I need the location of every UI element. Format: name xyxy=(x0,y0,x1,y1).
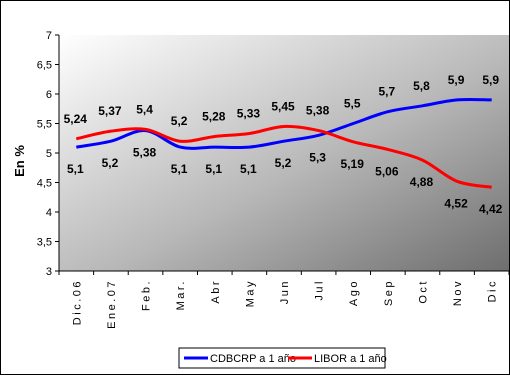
x-tick-label: Nov xyxy=(452,279,464,306)
x-tick-label: Feb. xyxy=(141,279,153,311)
data-label: 5,2 xyxy=(171,114,188,128)
y-tick-label: 5 xyxy=(46,148,52,160)
legend: CDBCRP a 1 año LIBOR a 1 año xyxy=(178,347,387,369)
data-label: 4,88 xyxy=(410,175,434,189)
y-tick-label: 3 xyxy=(46,266,52,278)
y-axis-title: En % xyxy=(12,145,27,177)
x-tick-label: Jun xyxy=(279,279,291,304)
data-label: 5,38 xyxy=(306,104,330,118)
y-tick-label: 6,5 xyxy=(37,60,52,72)
x-tick-label: Ene.07 xyxy=(106,279,118,329)
legend-label-libor: LIBOR a 1 año xyxy=(314,353,387,365)
x-tick-label: Dic.06 xyxy=(71,279,83,325)
data-label: 5,33 xyxy=(237,107,261,121)
plot-area xyxy=(59,35,509,271)
y-tick-label: 3,5 xyxy=(37,237,52,249)
data-label: 5,19 xyxy=(341,157,365,171)
data-label: 5,06 xyxy=(375,164,399,178)
data-label: 4,52 xyxy=(444,196,468,210)
data-label: 5,24 xyxy=(64,112,88,126)
data-label: 5,8 xyxy=(413,79,430,93)
series-line-libor xyxy=(75,124,492,189)
data-label: 5,5 xyxy=(344,97,361,111)
x-tick-label: Jul xyxy=(314,279,326,301)
data-label: 5,3 xyxy=(309,150,326,164)
legend-label-cdbcrp: CDBCRP a 1 año xyxy=(210,353,296,365)
y-tick-label: 4 xyxy=(46,207,52,219)
data-label: 5,1 xyxy=(205,162,222,176)
y-tick-label: 6 xyxy=(46,89,52,101)
y-tick-label: 5,5 xyxy=(37,119,52,131)
data-label: 4,42 xyxy=(479,202,503,216)
x-tick-label: Ago xyxy=(348,279,360,306)
data-label: 5,7 xyxy=(379,85,396,99)
data-label: 5,2 xyxy=(275,156,292,170)
data-label: 5,37 xyxy=(98,104,122,118)
data-label: 5,9 xyxy=(448,73,465,87)
data-label: 5,1 xyxy=(171,162,188,176)
x-tick-label: Mar. xyxy=(175,279,187,310)
y-tick-label: 4,5 xyxy=(37,178,52,190)
x-tick-label: Abr xyxy=(210,279,222,304)
x-tick-label: May xyxy=(244,279,256,307)
data-label: 5,4 xyxy=(136,102,153,116)
x-tick-label: Dic xyxy=(487,279,499,302)
legend-box xyxy=(178,347,386,369)
x-tick-label: Oct xyxy=(417,279,429,304)
data-label: 5,1 xyxy=(240,162,257,176)
y-tick-label: 7 xyxy=(46,30,52,42)
data-label: 5,45 xyxy=(271,99,295,113)
data-label: 5,1 xyxy=(67,162,84,176)
x-tick-label: Sep xyxy=(383,279,395,306)
data-label: 5,2 xyxy=(102,156,119,170)
data-label: 5,9 xyxy=(482,73,499,87)
data-label: 5,38 xyxy=(133,146,157,160)
data-label: 5,28 xyxy=(202,109,226,123)
